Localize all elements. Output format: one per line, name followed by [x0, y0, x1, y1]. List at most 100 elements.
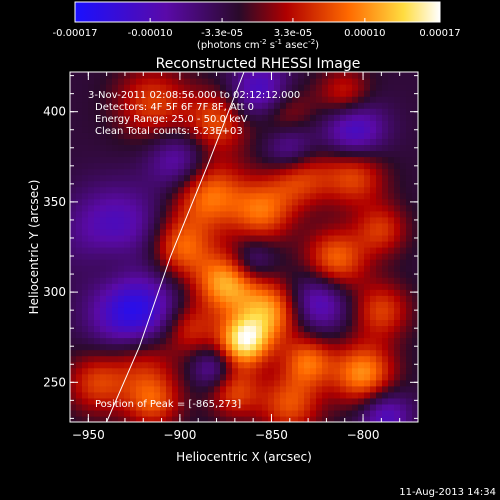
heatmap-cell	[352, 240, 359, 248]
heatmap-cell	[178, 96, 185, 103]
heatmap-cell	[388, 96, 395, 103]
heatmap-cell	[286, 271, 293, 278]
heatmap-cell	[274, 126, 281, 133]
heatmap-cell	[292, 259, 299, 266]
heatmap-cell	[250, 186, 257, 194]
footer-date: 11-Aug-2013 14:34	[399, 487, 496, 498]
heatmap-cell	[88, 265, 95, 272]
heatmap-cell	[310, 186, 317, 194]
heatmap-cell	[112, 373, 119, 381]
heatmap-cell	[406, 216, 413, 224]
heatmap-cell	[346, 120, 353, 127]
heatmap-cell	[214, 222, 221, 230]
heatmap-cell	[220, 204, 227, 212]
heatmap-cell	[172, 132, 179, 139]
heatmap-cell	[364, 367, 371, 375]
heatmap-cell	[298, 78, 305, 85]
heatmap-cell	[376, 397, 383, 405]
heatmap-cell	[124, 108, 131, 115]
heatmap-cell	[208, 325, 215, 333]
heatmap-cell	[184, 132, 191, 139]
heatmap-cell	[388, 222, 395, 230]
heatmap-cell	[328, 289, 335, 296]
heatmap-cell	[142, 349, 149, 357]
heatmap-cell	[328, 162, 335, 170]
heatmap-cell	[256, 361, 263, 369]
heatmap-cell	[316, 403, 323, 411]
heatmap-cell	[352, 120, 359, 127]
heatmap-cell	[256, 397, 263, 405]
heatmap-cell	[352, 385, 359, 393]
heatmap-cell	[190, 355, 197, 363]
heatmap-cell	[100, 204, 107, 212]
heatmap-cell	[304, 379, 311, 387]
heatmap-cell	[100, 343, 107, 351]
heatmap-cell	[202, 271, 209, 278]
heatmap-cell	[322, 228, 329, 236]
heatmap-cell	[334, 156, 341, 164]
heatmap-cell	[352, 265, 359, 272]
heatmap-cell	[376, 331, 383, 339]
heatmap-cell	[316, 391, 323, 399]
heatmap-cell	[148, 409, 155, 417]
heatmap-cell	[118, 144, 125, 152]
heatmap-cell	[412, 132, 418, 139]
heatmap-cell	[70, 355, 77, 363]
heatmap-cell	[412, 337, 418, 345]
heatmap-cell	[412, 120, 418, 127]
heatmap-cell	[130, 96, 137, 103]
heatmap-cell	[172, 301, 179, 308]
heatmap-cell	[178, 277, 185, 284]
heatmap-cell	[88, 379, 95, 387]
heatmap-cell	[298, 277, 305, 284]
heatmap-cell	[412, 247, 418, 254]
heatmap-cell	[370, 325, 377, 333]
heatmap-cell	[76, 307, 83, 314]
heatmap-cell	[130, 403, 137, 411]
heatmap-cell	[124, 78, 131, 85]
heatmap-cell	[382, 102, 389, 109]
heatmap-cell	[394, 271, 401, 278]
solar-limb-line	[106, 72, 245, 422]
heatmap-cell	[364, 265, 371, 272]
heatmap-cell	[238, 379, 245, 387]
heatmap-cell	[208, 126, 215, 133]
heatmap-cell	[352, 253, 359, 260]
heatmap-cell	[286, 216, 293, 224]
heatmap-cell	[130, 216, 137, 224]
heatmap-cell	[112, 277, 119, 284]
heatmap-cell	[250, 102, 257, 109]
heatmap-cell	[358, 391, 365, 399]
heatmap-cell	[322, 72, 329, 79]
heatmap-cell	[184, 319, 191, 327]
heatmap-cell	[304, 234, 311, 242]
heatmap-cell	[214, 144, 221, 152]
heatmap-cell	[88, 222, 95, 230]
heatmap-cell	[190, 90, 197, 97]
heatmap-cell	[250, 240, 257, 248]
heatmap-cell	[340, 132, 347, 139]
heatmap-cell	[220, 198, 227, 206]
annotation-energy: Energy Range: 25.0 - 50.0 keV	[95, 114, 248, 125]
heatmap-cell	[190, 150, 197, 158]
heatmap-cell	[334, 367, 341, 375]
heatmap-cell	[316, 90, 323, 97]
heatmap-cell	[112, 295, 119, 302]
heatmap-cell	[190, 120, 197, 127]
heatmap-cell	[400, 174, 407, 182]
heatmap-cell	[268, 283, 275, 290]
heatmap-cell	[124, 156, 131, 164]
heatmap-cell	[394, 216, 401, 224]
heatmap-cell	[346, 313, 353, 321]
heatmap-cell	[106, 156, 113, 164]
heatmap-cell	[352, 90, 359, 97]
heatmap-cell	[250, 307, 257, 314]
heatmap-cell	[172, 102, 179, 109]
heatmap-cell	[130, 349, 137, 357]
heatmap-cell	[232, 180, 239, 188]
heatmap-cell	[382, 247, 389, 254]
heatmap-cell	[334, 234, 341, 242]
heatmap-cell	[220, 120, 227, 127]
heatmap-cell	[382, 415, 389, 422]
